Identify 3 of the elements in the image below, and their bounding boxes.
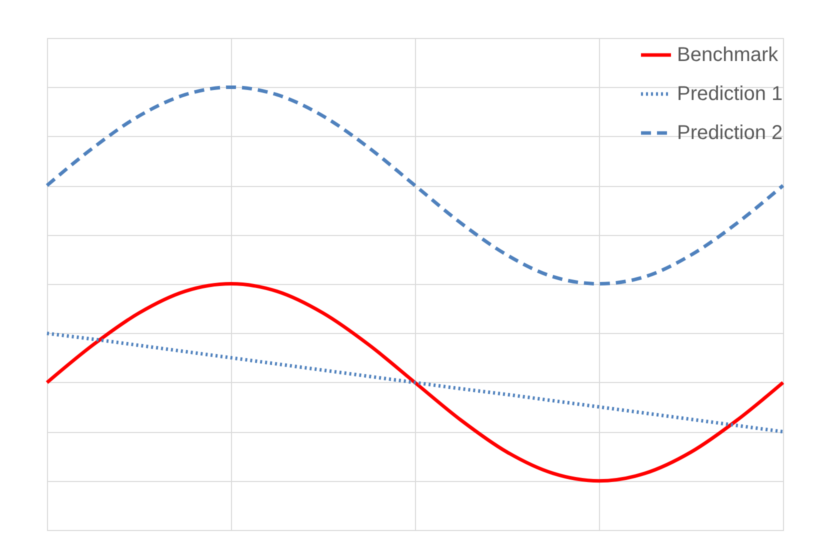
legend-label: Prediction 2: [677, 122, 783, 144]
legend-label: Prediction 1: [677, 83, 783, 105]
legend-label: Benchmark: [677, 44, 780, 66]
